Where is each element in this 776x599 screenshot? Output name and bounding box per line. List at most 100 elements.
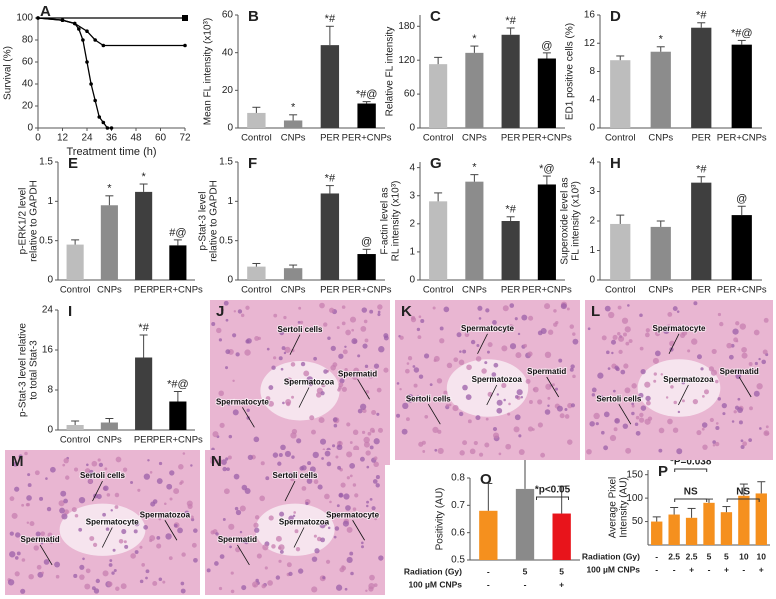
cell (341, 321, 346, 326)
cell (253, 584, 257, 587)
cell (124, 544, 129, 549)
cell (508, 402, 511, 406)
cell (465, 394, 472, 401)
cell (63, 509, 69, 515)
cell (673, 400, 677, 405)
y-tick-label: 24 (42, 305, 54, 316)
note: NS (684, 487, 698, 498)
cell (625, 341, 630, 346)
cell (346, 476, 350, 480)
cell (158, 577, 163, 582)
cell (54, 561, 61, 568)
cell (361, 430, 366, 434)
cell (556, 405, 563, 412)
cell (612, 334, 618, 340)
cell (453, 357, 459, 363)
cell (223, 488, 230, 495)
cell (360, 545, 365, 549)
x-axis-label: Treatment time (h) (66, 146, 156, 158)
cell (376, 387, 382, 393)
cell (462, 349, 467, 354)
cell (245, 339, 250, 344)
cell (141, 563, 146, 567)
cell (309, 415, 315, 421)
x-tick-label: 36 (106, 133, 118, 144)
y-tick-label: 0 (227, 123, 233, 134)
x-tick-label: CNPs (97, 435, 122, 446)
cell (754, 361, 758, 366)
y-tick-label: 1.5 (39, 157, 53, 168)
cell (324, 493, 330, 500)
cell (367, 372, 374, 379)
bar (479, 510, 498, 560)
cell (180, 588, 186, 594)
cell (225, 349, 231, 355)
cell (210, 530, 215, 535)
cell (498, 452, 502, 456)
x-tick-label: Control (60, 435, 91, 446)
cell (733, 369, 737, 372)
cell (149, 535, 156, 541)
cell-label: Spermatocyte (461, 324, 514, 333)
y-axis-label: relative to GAPDH (209, 180, 220, 262)
pointer (242, 407, 255, 428)
point (101, 43, 106, 48)
row-label: Radiation (Gy) (404, 566, 462, 576)
x-tick-label: PER (134, 435, 154, 446)
cell-label: Spermatid (720, 367, 759, 376)
x-tick-label: 24 (81, 133, 93, 144)
cell (273, 313, 278, 318)
cell (190, 464, 193, 467)
cell (627, 304, 630, 307)
cell (587, 327, 591, 331)
point (72, 21, 77, 26)
cell (458, 359, 465, 366)
cell (525, 378, 531, 384)
cell (712, 444, 716, 447)
y-tick-label: 0.6 (451, 527, 465, 538)
cell (162, 580, 166, 584)
cell (396, 382, 400, 385)
row-cell: - (487, 566, 490, 576)
cell (158, 461, 163, 466)
cell (79, 574, 85, 580)
significance: #@ (169, 227, 186, 239)
cell (475, 356, 482, 362)
cell (658, 448, 663, 453)
cell (363, 441, 370, 448)
cell (352, 483, 357, 487)
cell (265, 396, 271, 401)
cell (130, 480, 134, 484)
bar (66, 425, 84, 430)
cell (741, 352, 748, 359)
cell (78, 496, 86, 504)
cell (353, 367, 360, 374)
y-tick-label: 40 (22, 79, 34, 90)
cell (235, 352, 240, 357)
x-tick-label: 0 (35, 133, 41, 144)
cell (436, 378, 443, 384)
cell (491, 372, 497, 377)
cell (644, 332, 650, 338)
cell (467, 419, 472, 424)
cell (234, 506, 239, 511)
cell (277, 461, 282, 466)
cell (218, 390, 224, 397)
cell (217, 535, 220, 539)
cell (672, 427, 679, 433)
cell (417, 335, 422, 340)
cell (40, 542, 44, 545)
cell (634, 422, 639, 427)
y-tick-label: 1.5 (219, 157, 233, 168)
bar (465, 52, 484, 129)
row-cell: 2.5 (668, 551, 680, 561)
cell (485, 308, 490, 313)
cell (515, 352, 522, 359)
y-tick-label: 3 (409, 190, 415, 201)
cell (733, 410, 737, 414)
cell (245, 305, 250, 310)
cell (323, 369, 328, 374)
cell (105, 527, 110, 531)
cell (763, 317, 769, 323)
y-tick-label: 0 (409, 275, 415, 286)
